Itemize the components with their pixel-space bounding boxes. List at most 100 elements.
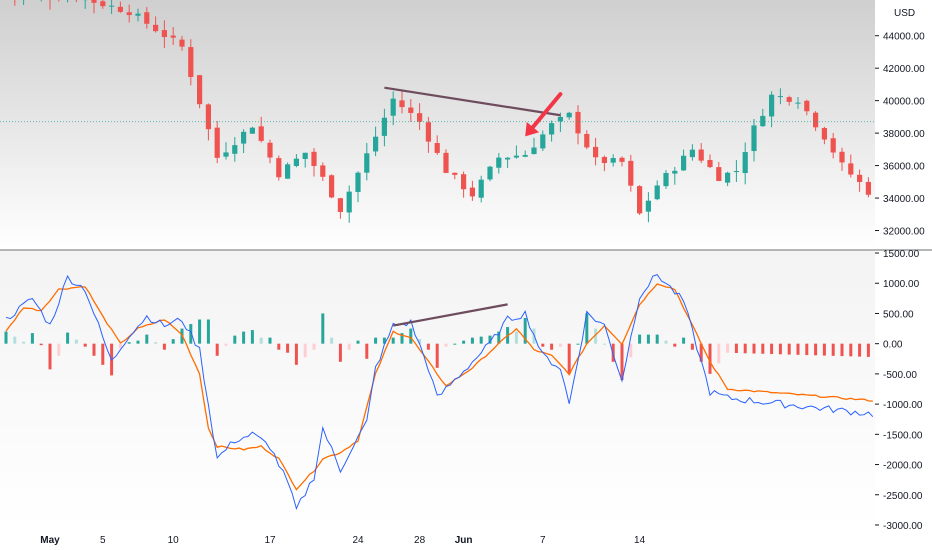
candle-body [865,181,871,195]
candle [170,27,176,45]
macd-pane-background [0,250,875,528]
candle [355,171,361,203]
candle [91,0,97,14]
candle-body [223,152,229,157]
candle-body [293,158,299,166]
macd-histogram-bar [734,343,738,353]
candle [566,111,572,120]
date-axis[interactable]: May 5 10 17 24 28 Jun 7 14 [40,535,645,546]
candle [381,108,387,147]
macd-histogram-bar [787,343,791,355]
arrow-annotation[interactable] [525,92,563,137]
candle [557,112,563,133]
macd-axis[interactable]: 1500.00 1000.00 500.00 0.00 -500.00 -1000.00 -… [875,249,923,532]
macd-histogram-bar [162,343,166,350]
candle-body [408,107,414,113]
macd-histogram-bar [198,319,202,344]
macd-histogram-bar [708,343,712,374]
macd-histogram-bar [312,343,316,350]
candle [49,0,51,10]
candle [285,162,291,179]
macd-histogram-bar [462,340,466,344]
macd-histogram-bar [321,313,325,344]
macd-histogram-bar [770,343,774,355]
candle [531,137,537,155]
macd-trendline[interactable] [393,303,508,327]
candle [364,143,370,181]
candle [733,160,739,182]
candle [593,137,599,166]
macd-tick-label: -500.00 [883,370,917,381]
candle-body [584,133,590,148]
macd-histogram-bar [717,343,721,364]
candle [716,161,722,182]
macd-histogram-bar [13,336,17,344]
candle-body [733,171,739,173]
macd-histogram-bar [805,343,809,356]
candle-body [716,167,722,182]
macd-histogram-bar [435,343,439,368]
macd-histogram-bar [567,343,571,374]
candle-body [390,98,396,116]
candle [408,98,414,122]
candle-body [663,172,669,187]
macd-histogram-bar [83,343,87,347]
candle [777,88,783,105]
date-tick-label: 5 [100,535,106,546]
candle [161,20,167,49]
candle [443,149,449,174]
macd-histogram-bar [876,344,879,357]
currency-label[interactable]: USD [889,4,919,19]
candle [760,108,766,127]
candle [865,177,871,198]
candle-body [857,174,863,182]
macd-histogram-bar [726,343,730,353]
candle [223,142,229,160]
candle-body [144,12,150,24]
price-axis[interactable]: 44000.00 42000.00 40000.00 38000.00 36000.00… [875,32,925,238]
candle-body [161,30,167,38]
candle-body [742,152,748,174]
candle-body [760,115,766,127]
candle [302,152,308,168]
candle-body [241,131,247,144]
macd-histogram-bar [338,343,342,362]
candle-body [417,113,423,122]
candle [100,0,106,9]
signal-line [5,283,873,491]
candle-body [153,24,159,32]
macd-tick-label: -2000.00 [883,461,923,472]
candle [584,130,590,150]
macd-histogram-bar [189,324,193,344]
candle [698,143,704,164]
candle-body [214,127,220,158]
macd-histogram-bar [268,337,272,344]
candle-body [804,100,810,112]
macd-histogram-bar [418,339,422,344]
candle-body [170,35,176,38]
candle [601,155,607,172]
candle-body [117,6,123,12]
candle-body [311,151,317,166]
macd-histogram-bar [849,343,853,357]
macd-histogram-bar [206,319,210,344]
macd-histogram-bar [118,343,122,349]
candle [197,75,203,109]
candle [153,16,159,33]
candle [205,103,211,141]
candle [839,147,845,171]
macd-histogram-bar [866,343,870,357]
macd-histogram-bar [655,334,659,344]
price-trendline[interactable] [384,86,561,117]
candle-body [381,117,387,136]
candle [267,139,273,164]
candle [619,156,625,167]
macd-histogram-bar [796,343,800,355]
macd-histogram-bar [356,340,360,344]
candle-body [610,158,616,163]
candle-body [100,1,106,7]
candle [214,120,220,164]
date-tick-label: Jun [455,535,473,546]
macd-histogram-bar [488,335,492,344]
